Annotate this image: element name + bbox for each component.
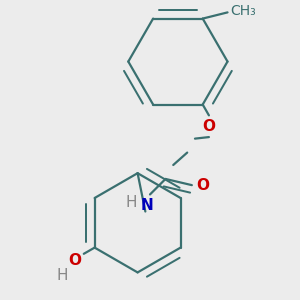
Text: N: N xyxy=(140,198,153,213)
Text: O: O xyxy=(196,178,209,193)
Text: H: H xyxy=(126,195,137,210)
Text: O: O xyxy=(68,253,81,268)
Text: H: H xyxy=(56,268,68,283)
Text: O: O xyxy=(202,119,215,134)
Text: CH₃: CH₃ xyxy=(231,4,256,18)
